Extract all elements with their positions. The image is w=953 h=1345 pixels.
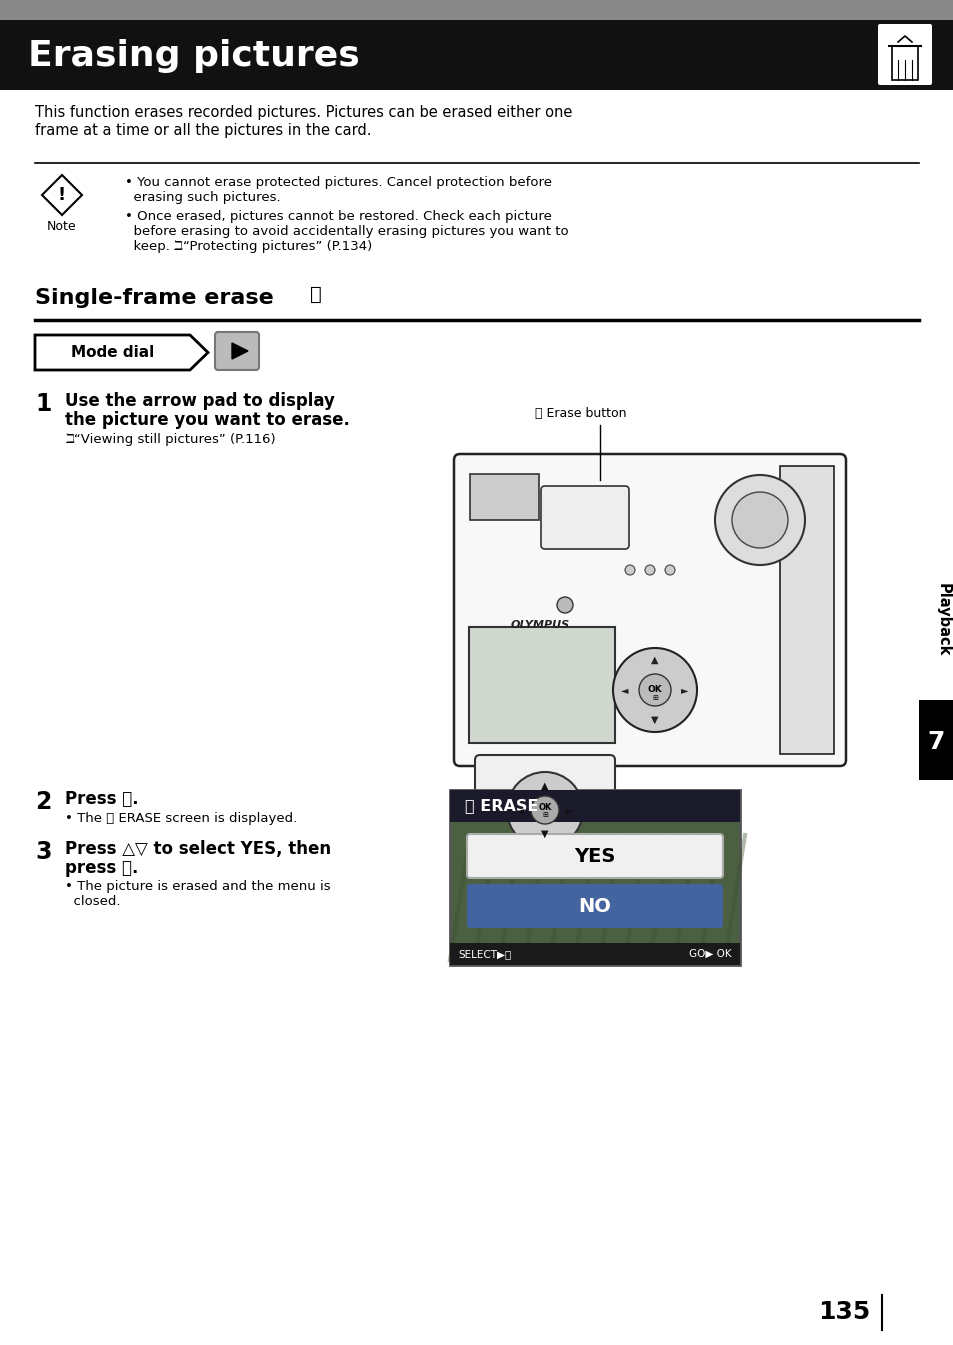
FancyBboxPatch shape [475, 755, 615, 865]
Text: • You cannot erase protected pictures. Cancel protection before: • You cannot erase protected pictures. C… [125, 176, 552, 190]
Text: OK button: OK button [622, 815, 685, 829]
Text: Press ⒣.: Press ⒣. [65, 790, 138, 808]
Text: ⒣ Erase button: ⒣ Erase button [535, 408, 626, 420]
Circle shape [624, 565, 635, 576]
Text: Single-frame erase: Single-frame erase [35, 288, 274, 308]
Text: This function erases recorded pictures. Pictures can be erased either one: This function erases recorded pictures. … [35, 105, 572, 120]
Circle shape [557, 597, 573, 613]
Text: • The picture is erased and the menu is: • The picture is erased and the menu is [65, 880, 331, 893]
Text: ⊞: ⊞ [652, 695, 658, 701]
Text: Mode dial: Mode dial [71, 346, 154, 360]
FancyBboxPatch shape [540, 486, 628, 549]
Text: ►: ► [565, 806, 572, 815]
Text: ⊞: ⊞ [541, 812, 547, 818]
Text: OK: OK [647, 686, 661, 694]
Polygon shape [780, 465, 833, 755]
Text: Arrow pad: Arrow pad [622, 791, 686, 804]
FancyBboxPatch shape [467, 834, 722, 878]
FancyBboxPatch shape [469, 627, 615, 742]
FancyBboxPatch shape [470, 473, 538, 521]
Bar [0, 20, 953, 90]
Text: press ⒣.: press ⒣. [65, 859, 138, 877]
Text: ⒣ ERASE: ⒣ ERASE [464, 799, 537, 814]
Text: Note: Note [47, 221, 77, 233]
Circle shape [506, 772, 582, 847]
Bar [450, 790, 740, 964]
Text: the picture you want to erase.: the picture you want to erase. [65, 412, 350, 429]
Text: ►: ► [680, 685, 688, 695]
Text: • The ⒣ ERASE screen is displayed.: • The ⒣ ERASE screen is displayed. [65, 812, 297, 824]
Text: ℶ“Viewing still pictures” (P.116): ℶ“Viewing still pictures” (P.116) [65, 433, 275, 447]
Text: OK: OK [537, 803, 551, 811]
Polygon shape [232, 343, 248, 359]
Text: 1: 1 [35, 391, 51, 416]
Text: YES: YES [574, 846, 615, 865]
Text: Use the arrow pad to display: Use the arrow pad to display [65, 391, 335, 410]
Circle shape [639, 674, 670, 706]
FancyBboxPatch shape [877, 24, 931, 85]
Text: Press △▽ to select YES, then: Press △▽ to select YES, then [65, 841, 331, 858]
Text: SELECT▶ⓞ: SELECT▶ⓞ [457, 950, 511, 959]
FancyBboxPatch shape [214, 332, 258, 370]
Polygon shape [42, 175, 82, 215]
Text: • Once erased, pictures cannot be restored. Check each picture: • Once erased, pictures cannot be restor… [125, 210, 551, 223]
Text: ▲: ▲ [540, 781, 548, 791]
Text: closed.: closed. [65, 894, 120, 908]
FancyBboxPatch shape [467, 884, 722, 928]
Text: erasing such pictures.: erasing such pictures. [125, 191, 280, 204]
Text: 🗑: 🗑 [310, 285, 321, 304]
FancyBboxPatch shape [454, 455, 845, 767]
Circle shape [714, 475, 804, 565]
Text: ▼: ▼ [540, 829, 548, 839]
Text: ◄: ◄ [620, 685, 628, 695]
Text: frame at a time or all the pictures in the card.: frame at a time or all the pictures in t… [35, 122, 371, 139]
Text: ▲: ▲ [651, 655, 659, 664]
Polygon shape [35, 335, 208, 370]
Bar [450, 790, 740, 822]
Text: ▼: ▼ [651, 716, 659, 725]
Bar [891, 46, 917, 79]
Text: OLYMPUS: OLYMPUS [510, 620, 569, 629]
Text: GO▶ OK: GO▶ OK [689, 950, 731, 959]
Text: 135: 135 [817, 1301, 869, 1323]
Text: ◄: ◄ [517, 806, 524, 815]
Bar [918, 699, 953, 780]
Circle shape [731, 492, 787, 547]
Bar [0, 0, 953, 20]
Circle shape [531, 796, 558, 824]
Text: Erasing pictures: Erasing pictures [28, 39, 359, 73]
Text: 3: 3 [35, 841, 51, 863]
Bar [450, 943, 740, 964]
Text: NO: NO [578, 897, 611, 916]
Circle shape [613, 648, 697, 732]
Text: !: ! [58, 186, 66, 204]
Circle shape [664, 565, 675, 576]
Circle shape [644, 565, 655, 576]
Text: 7: 7 [926, 730, 943, 755]
Text: 2: 2 [35, 790, 51, 814]
Text: Playback: Playback [935, 584, 949, 656]
Text: keep. ℶ“Protecting pictures” (P.134): keep. ℶ“Protecting pictures” (P.134) [125, 239, 372, 253]
Text: before erasing to avoid accidentally erasing pictures you want to: before erasing to avoid accidentally era… [125, 225, 568, 238]
